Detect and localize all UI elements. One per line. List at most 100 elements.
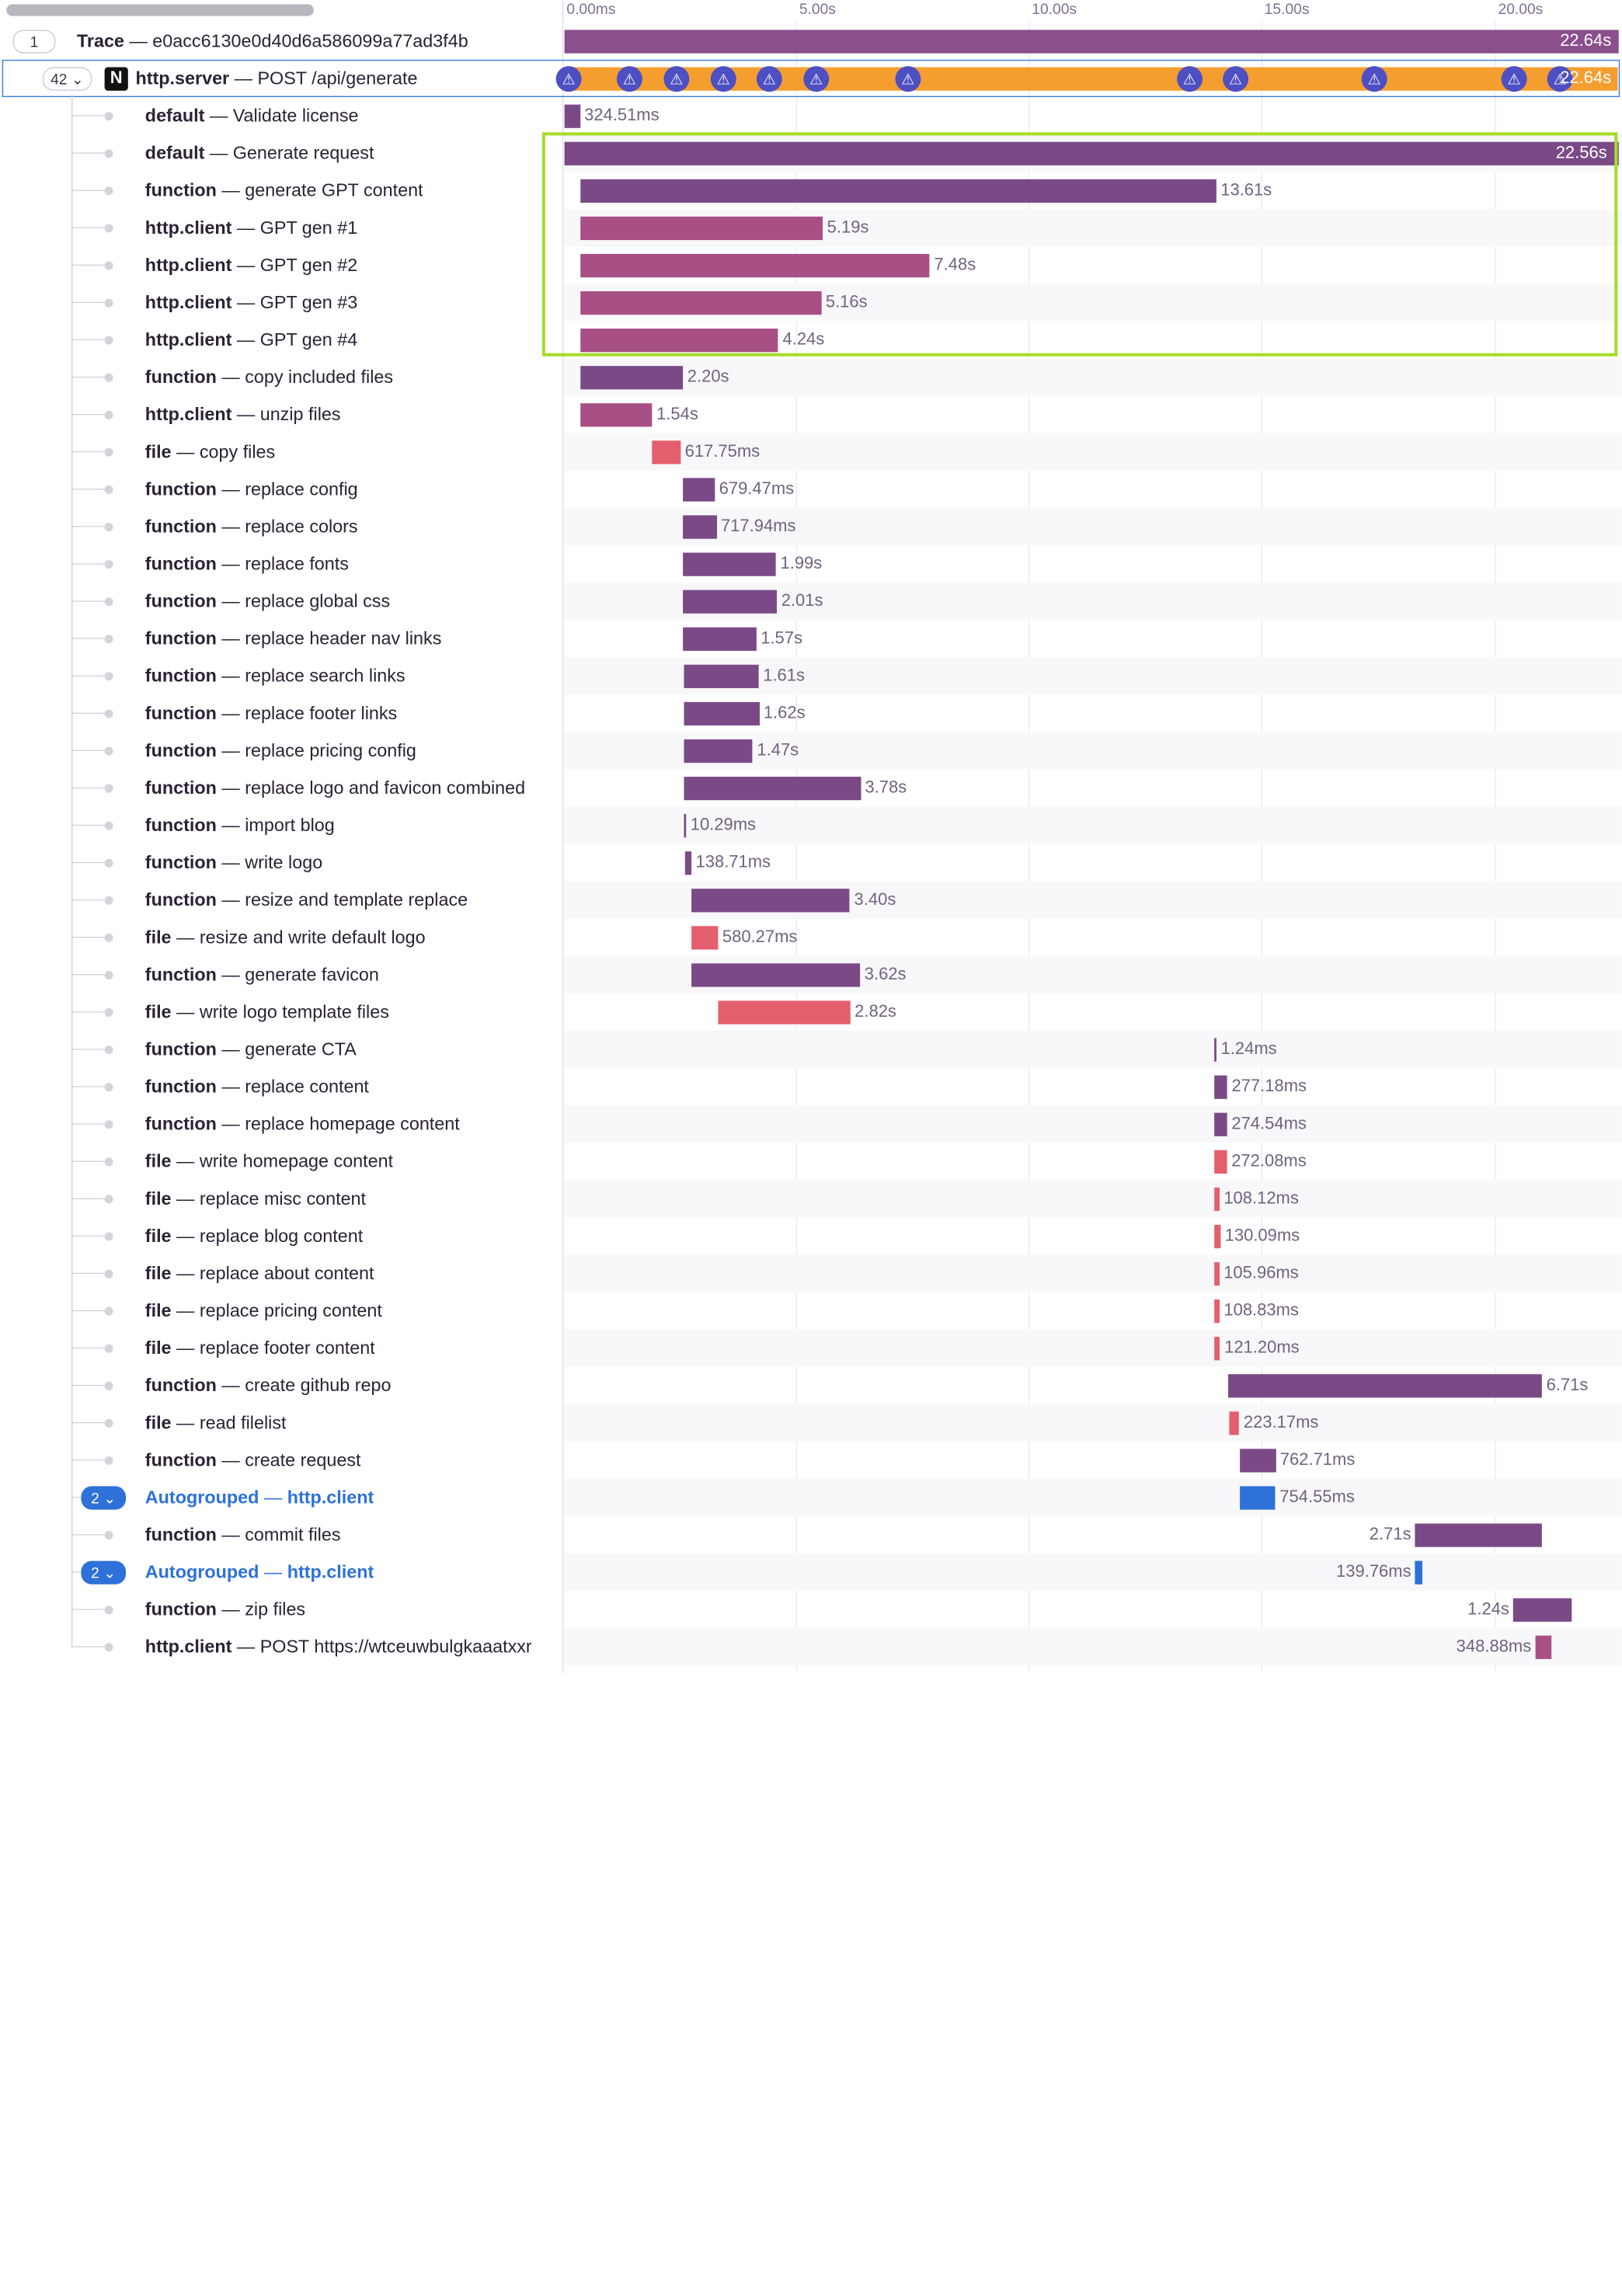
span-bar[interactable] <box>580 366 684 390</box>
warning-icon[interactable]: ⚠ <box>1547 66 1573 92</box>
span-bar[interactable] <box>683 701 760 726</box>
span-row[interactable]: function — replace fonts 1.99s <box>0 545 1622 583</box>
span-bar[interactable] <box>691 963 861 987</box>
span-bar[interactable] <box>1214 1038 1217 1062</box>
span-bar[interactable] <box>691 926 719 950</box>
span-row[interactable]: file — copy files 617.75ms <box>0 433 1622 471</box>
span-bar[interactable] <box>1240 1449 1276 1473</box>
span-bar[interactable] <box>683 627 757 651</box>
span-bar[interactable] <box>1415 1523 1543 1547</box>
span-row[interactable]: function — replace config 679.47ms <box>0 471 1622 508</box>
warning-icon[interactable]: ⚠ <box>616 66 642 92</box>
span-bar[interactable] <box>580 403 653 427</box>
span-row[interactable]: file — replace footer content 121.20ms <box>0 1329 1622 1367</box>
span-bar[interactable] <box>565 141 1620 165</box>
span-row[interactable]: 2 ⌄ Autogrouped — http.client 754.55ms <box>0 1478 1622 1516</box>
span-bar[interactable] <box>1214 1299 1220 1324</box>
trace-count-badge[interactable]: 1 <box>12 30 56 54</box>
span-bar[interactable] <box>580 216 823 241</box>
span-bar[interactable] <box>1214 1150 1227 1174</box>
span-row[interactable]: function — copy included files 2.20s <box>0 358 1622 396</box>
span-bar[interactable] <box>1240 1486 1276 1510</box>
span-row[interactable]: function — replace colors 717.94ms <box>0 507 1622 545</box>
span-bar[interactable] <box>1214 1112 1227 1136</box>
span-row[interactable]: function — zip files 1.24s <box>0 1591 1622 1628</box>
span-row[interactable]: http.client — POST https://wtceuwbulgkaa… <box>0 1628 1622 1666</box>
span-row[interactable]: default — Generate request 22.56s <box>0 134 1622 172</box>
span-bar[interactable] <box>684 814 687 838</box>
span-bar[interactable] <box>1214 1224 1221 1249</box>
span-bar[interactable] <box>580 329 778 353</box>
span-bar[interactable] <box>691 889 851 913</box>
span-bar[interactable] <box>683 478 715 502</box>
span-bar[interactable] <box>1214 1075 1227 1099</box>
warning-icon[interactable]: ⚠ <box>555 66 582 92</box>
horizontal-scrollbar[interactable] <box>6 4 314 16</box>
span-bar[interactable] <box>684 776 861 801</box>
server-bar[interactable] <box>564 67 1618 91</box>
span-row[interactable]: function — commit files 2.71s <box>0 1516 1622 1553</box>
span-row[interactable]: http.client — GPT gen #1 5.19s <box>0 209 1622 247</box>
span-row[interactable]: http.client — unzip files 1.54s <box>0 396 1622 433</box>
trace-bar[interactable] <box>564 30 1619 54</box>
warning-icon[interactable]: ⚠ <box>1177 66 1203 92</box>
span-bar[interactable] <box>580 253 930 278</box>
span-row[interactable]: http.client — GPT gen #2 7.48s <box>0 246 1622 284</box>
warning-icon[interactable]: ⚠ <box>1223 66 1249 92</box>
warning-icon[interactable]: ⚠ <box>1501 66 1527 92</box>
span-bar[interactable] <box>683 552 776 576</box>
span-row[interactable]: 2 ⌄ Autogrouped — http.client 139.76ms <box>0 1553 1622 1592</box>
span-row[interactable]: file — replace pricing content 108.83ms <box>0 1292 1622 1329</box>
span-bar[interactable] <box>1228 1411 1240 1435</box>
autogroup-count-badge[interactable]: 2 ⌄ <box>81 1486 127 1510</box>
span-row[interactable]: file — replace blog content 130.09ms <box>0 1217 1622 1254</box>
warning-icon[interactable]: ⚠ <box>1361 66 1387 92</box>
warning-icon[interactable]: ⚠ <box>663 66 690 92</box>
span-bar[interactable] <box>1214 1337 1220 1361</box>
span-row[interactable]: function — generate CTA 1.24ms <box>0 1030 1622 1068</box>
span-row[interactable]: http.client — GPT gen #4 4.24s <box>0 321 1622 358</box>
span-bar[interactable] <box>1228 1374 1543 1398</box>
span-bar[interactable] <box>1214 1261 1220 1286</box>
span-row[interactable]: function — replace global css 2.01s <box>0 582 1622 621</box>
warning-icon[interactable]: ⚠ <box>803 66 830 92</box>
span-row[interactable]: function — write logo 138.71ms <box>0 844 1622 882</box>
span-bar[interactable] <box>1415 1560 1422 1585</box>
span-bar[interactable] <box>1214 1187 1220 1212</box>
span-bar[interactable] <box>565 104 580 128</box>
span-row[interactable]: function — create request 762.71ms <box>0 1442 1622 1479</box>
span-bar[interactable] <box>684 739 753 764</box>
span-row[interactable]: function — generate GPT content 13.61s <box>0 172 1622 209</box>
span-row[interactable]: file — resize and write default logo 580.… <box>0 919 1622 956</box>
span-row[interactable]: file — write homepage content 272.08ms <box>0 1143 1622 1180</box>
span-bar[interactable] <box>580 290 822 315</box>
span-row[interactable]: function — replace homepage content 274.5… <box>0 1105 1622 1143</box>
span-count-badge[interactable]: 42 ⌄ <box>42 67 92 91</box>
span-row[interactable]: file — replace about content 105.96ms <box>0 1254 1622 1292</box>
trace-row[interactable]: 1 Trace — e0acc6130e0d40d6a586099a77ad3f4… <box>0 23 1622 60</box>
span-row[interactable]: http.client — GPT gen #3 5.16s <box>0 284 1622 322</box>
span-bar[interactable] <box>684 851 692 875</box>
span-bar[interactable] <box>1535 1635 1552 1659</box>
span-row[interactable]: file — replace misc content 108.12ms <box>0 1180 1622 1218</box>
span-row[interactable]: function — replace logo and favicon comb… <box>0 769 1622 806</box>
span-row[interactable]: function — replace content 277.18ms <box>0 1068 1622 1105</box>
warning-icon[interactable]: ⚠ <box>756 66 782 92</box>
span-bar[interactable] <box>683 590 778 614</box>
autogroup-count-badge[interactable]: 2 ⌄ <box>81 1560 127 1585</box>
span-row[interactable]: function — replace header nav links 1.57s <box>0 620 1622 657</box>
span-bar[interactable] <box>718 1000 851 1025</box>
span-bar[interactable] <box>1513 1598 1572 1622</box>
span-row[interactable]: function — replace search links 1.61s <box>0 657 1622 695</box>
span-row[interactable]: function — replace pricing config 1.47s <box>0 732 1622 770</box>
span-row[interactable]: file — read filelist 223.17ms <box>0 1404 1622 1442</box>
warning-icon[interactable]: ⚠ <box>710 66 736 92</box>
span-bar[interactable] <box>683 664 759 688</box>
span-row[interactable]: function — resize and template replace 3.… <box>0 881 1622 919</box>
warning-icon[interactable]: ⚠ <box>895 66 921 92</box>
span-row[interactable]: function — replace footer links 1.62s <box>0 694 1622 732</box>
span-row[interactable]: function — create github repo 6.71s <box>0 1367 1622 1404</box>
span-row[interactable]: function — generate favicon 3.62s <box>0 955 1622 993</box>
span-bar[interactable] <box>683 515 717 539</box>
